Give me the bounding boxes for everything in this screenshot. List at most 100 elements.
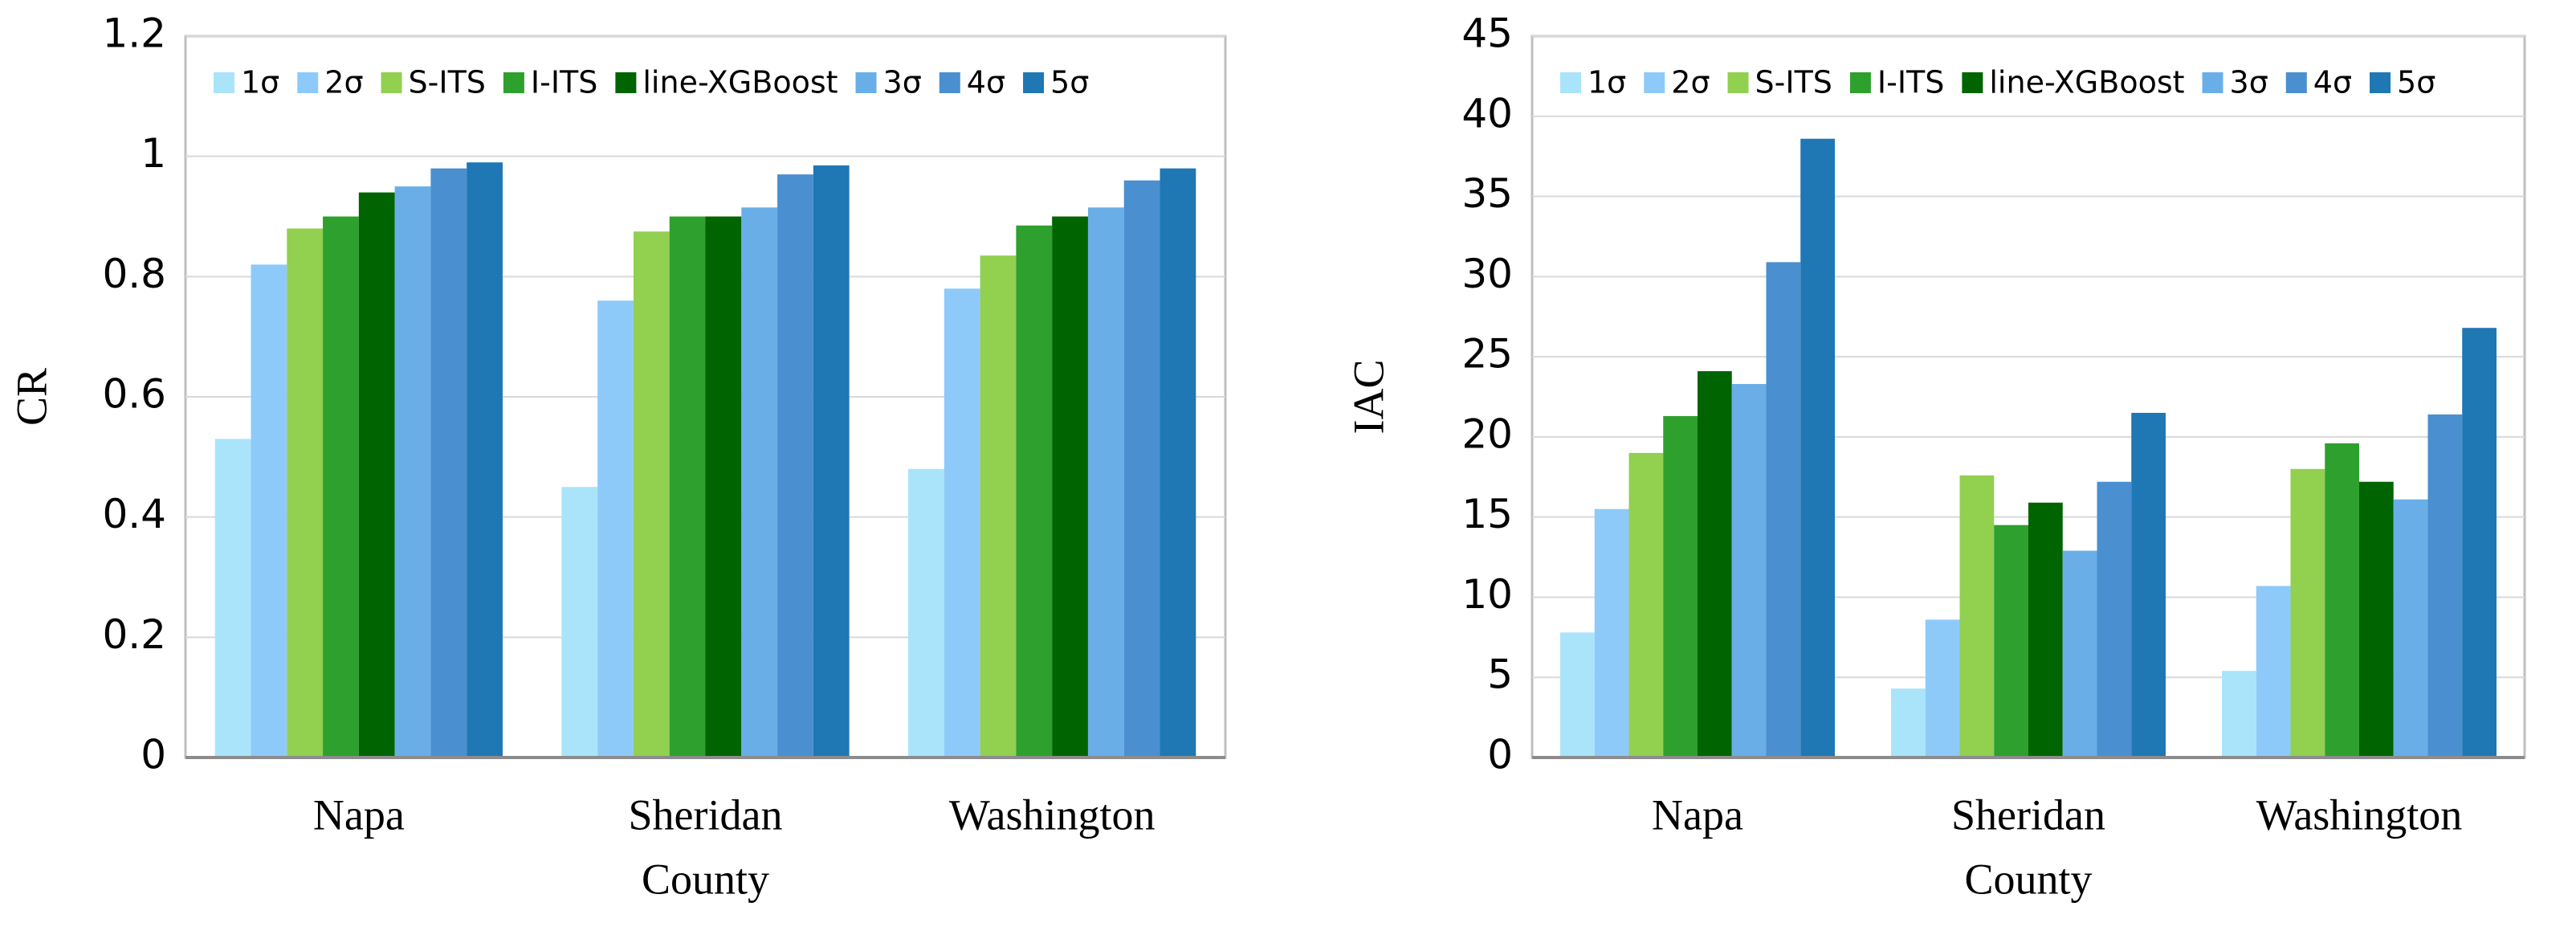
legend-swatch (503, 72, 524, 93)
y-tick-label: 15 (1461, 491, 1513, 537)
bar (2131, 412, 2166, 758)
y-tick-label: 25 (1461, 331, 1513, 378)
bar (1994, 525, 2028, 758)
bar (1123, 180, 1160, 758)
y-tick-label: 0.8 (102, 251, 166, 297)
bar (944, 288, 980, 758)
legend-swatch (2370, 72, 2391, 93)
x-axis-title: County (1964, 855, 2092, 903)
bar (2359, 481, 2394, 758)
bar (2097, 481, 2132, 758)
y-tick-label: 0.6 (102, 371, 166, 418)
y-axis-title: CR (7, 368, 55, 426)
bar (741, 207, 778, 758)
bar (1594, 508, 1629, 758)
bar (1766, 262, 1801, 758)
bar (1087, 207, 1124, 758)
y-tick-label: 1.2 (102, 10, 166, 57)
bar (394, 186, 431, 758)
y-tick-label: 0.2 (102, 611, 166, 658)
bar (1560, 632, 1595, 758)
y-tick-label: 0 (141, 732, 166, 778)
bar (2325, 443, 2359, 758)
legend-swatch (1849, 72, 1871, 93)
bar (251, 264, 287, 758)
legend-swatch (1962, 72, 1983, 93)
bar (633, 231, 670, 758)
bar (467, 162, 503, 758)
legend-swatch (939, 72, 960, 93)
bar (813, 165, 850, 758)
legend-label: 3σ (883, 65, 922, 100)
bar (2290, 468, 2325, 758)
y-tick-label: 40 (1461, 90, 1513, 137)
bar (323, 216, 359, 758)
y-axis-title: IAC (1344, 360, 1392, 435)
legend-label: 1σ (241, 65, 279, 100)
bar (561, 487, 598, 758)
legend-label: line-XGBoost (642, 65, 838, 100)
bar (908, 468, 944, 758)
bar (2028, 502, 2063, 758)
y-tick-label: 45 (1461, 10, 1513, 57)
y-tick-label: 30 (1461, 251, 1513, 297)
bar (1731, 384, 1767, 758)
bar (777, 174, 813, 758)
bar (1016, 225, 1053, 758)
legend-swatch (297, 72, 319, 93)
bar (2062, 550, 2097, 758)
bar (2256, 586, 2291, 758)
legend-label: 4σ (967, 65, 1005, 100)
y-tick-label: 5 (1487, 651, 1513, 698)
x-tick-label: Napa (1652, 790, 1743, 839)
legend-label: I-ITS (531, 65, 597, 100)
bar (287, 228, 324, 758)
x-tick-label: Napa (313, 790, 405, 839)
bar (705, 216, 742, 758)
y-tick-label: 35 (1461, 170, 1513, 217)
legend-swatch (1727, 72, 1749, 93)
bar (1663, 415, 1698, 758)
bar (1959, 475, 1995, 758)
legend-label: S-ITS (409, 65, 486, 100)
bar (214, 439, 251, 758)
legend-swatch (1560, 72, 1581, 93)
bar (597, 300, 634, 758)
legend-label: 2σ (1671, 65, 1710, 100)
legend-label: line-XGBoost (1989, 65, 2184, 100)
legend-swatch (381, 72, 402, 93)
legend-swatch (214, 72, 234, 93)
bar (358, 192, 395, 758)
x-tick-label: Sheridan (629, 790, 783, 839)
legend-label: 5σ (2397, 65, 2435, 100)
legend-swatch (1023, 72, 1045, 93)
legend-label: 2σ (324, 65, 363, 100)
legend-label: 3σ (2230, 65, 2268, 100)
legend-swatch (1644, 72, 1665, 93)
y-tick-label: 0 (1487, 732, 1513, 778)
bar (1891, 688, 1926, 758)
bar (2427, 414, 2463, 758)
bar (1160, 168, 1196, 758)
legend-swatch (2202, 72, 2223, 93)
bar (1698, 371, 1732, 758)
bar (669, 216, 706, 758)
bar (2462, 328, 2497, 758)
bar (1052, 216, 1088, 758)
legend-label: S-ITS (1755, 65, 1832, 100)
x-tick-label: Sheridan (1951, 790, 2105, 839)
x-axis-title: County (642, 855, 769, 903)
bar (430, 168, 467, 758)
legend-swatch (615, 72, 637, 93)
bar (1628, 452, 1664, 758)
y-tick-label: 1 (141, 130, 166, 177)
legend-swatch (855, 72, 877, 93)
bar (2222, 671, 2256, 758)
bar (1800, 138, 1835, 758)
legend-swatch (2285, 72, 2307, 93)
x-tick-label: Washington (2256, 790, 2463, 839)
y-tick-label: 10 (1461, 571, 1513, 618)
legend-label: 1σ (1588, 65, 1626, 100)
x-tick-label: Washington (949, 790, 1156, 839)
